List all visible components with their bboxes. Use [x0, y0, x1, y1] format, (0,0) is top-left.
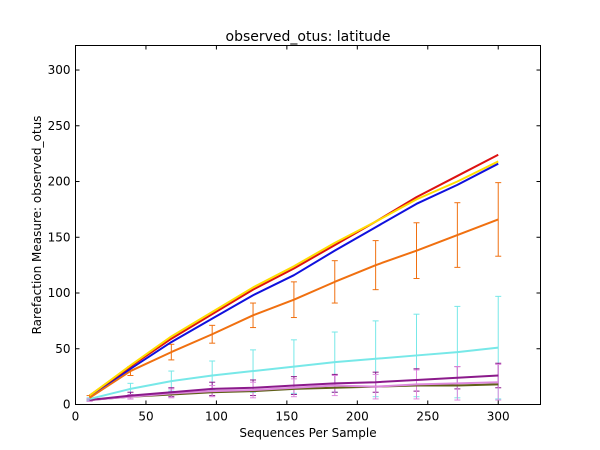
chart-title: observed_otus: latitude — [226, 29, 391, 45]
x-tick-label: 100 — [205, 410, 228, 424]
y-tick-label: 300 — [48, 63, 71, 77]
x-tick-label: 300 — [487, 410, 510, 424]
x-tick-label: 250 — [416, 410, 439, 424]
y-tick-label: 0 — [63, 398, 71, 412]
series-line — [89, 162, 499, 397]
x-axis-label: Sequences Per Sample — [239, 426, 376, 440]
plot-area — [86, 153, 502, 402]
series-line — [89, 218, 499, 399]
y-tick-label: 150 — [48, 230, 71, 244]
x-tick-label: 0 — [72, 410, 80, 424]
series-line — [89, 346, 499, 400]
series-line — [88, 160, 499, 397]
y-tick-label: 100 — [48, 286, 71, 300]
x-tick-label: 200 — [346, 410, 369, 424]
series-line — [89, 153, 499, 397]
y-tick-label: 200 — [48, 175, 71, 189]
y-axis-label: Rarefaction Measure: observed_otus — [30, 116, 44, 335]
y-tick-label: 250 — [48, 119, 71, 133]
series-line — [89, 381, 499, 402]
x-tick-label: 50 — [138, 410, 153, 424]
y-tick-label: 50 — [55, 342, 70, 356]
series-line — [89, 374, 499, 402]
axis-ticks: 0 50 100 150 200 250 300 0 50 100 150 200 250 300 — [48, 45, 541, 424]
plot-frame — [75, 45, 541, 405]
x-tick-label: 150 — [275, 410, 298, 424]
